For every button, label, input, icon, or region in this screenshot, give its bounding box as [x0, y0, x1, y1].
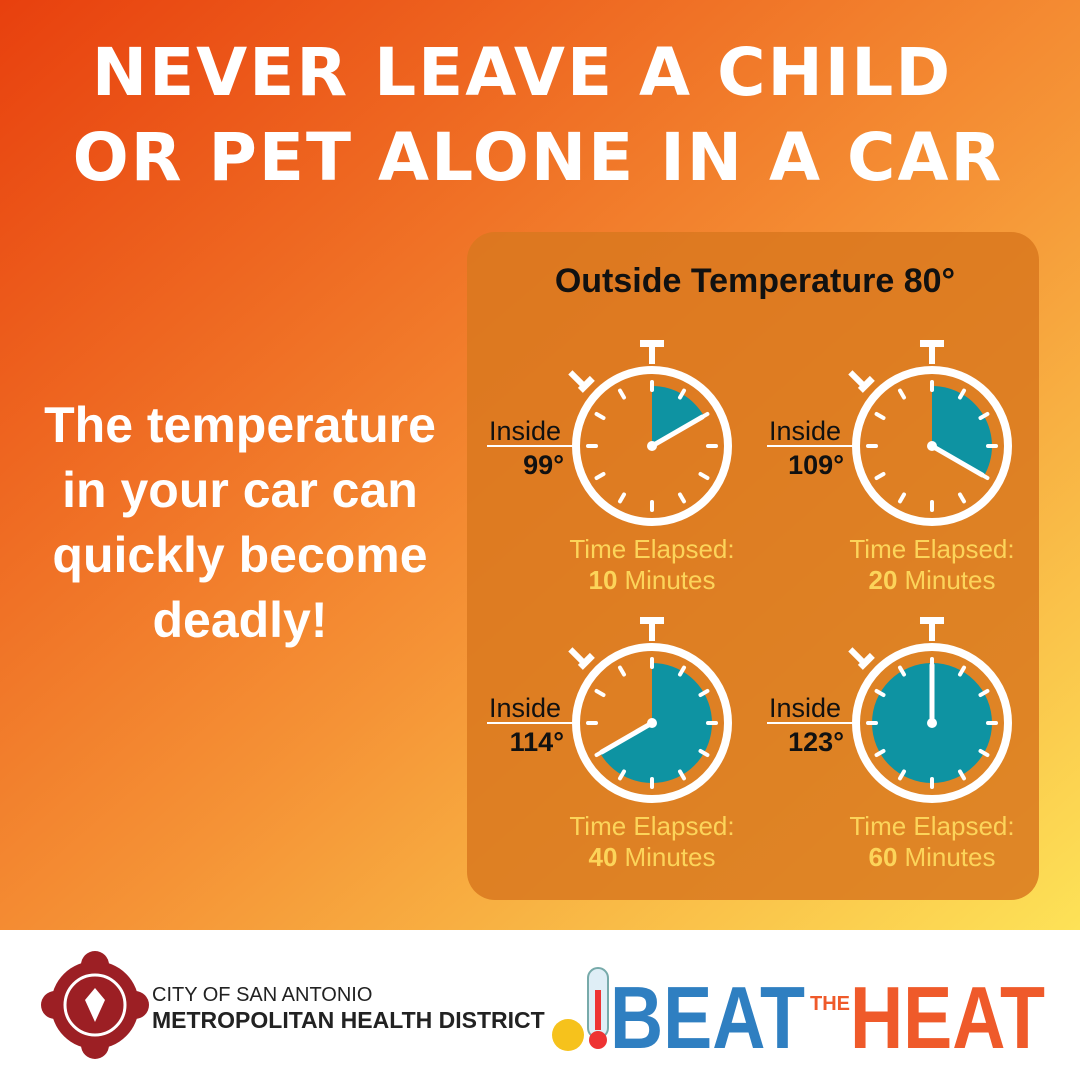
elapsed-time: 60 Minutes: [869, 842, 996, 872]
dial: [852, 643, 1012, 803]
side-button: [568, 647, 589, 668]
hand: [927, 442, 985, 478]
side-button: [848, 370, 869, 391]
dial-tick: [678, 769, 686, 781]
dial-tick: [958, 492, 966, 504]
hand: [599, 719, 657, 755]
dial: [572, 643, 732, 803]
crown-stem: [929, 619, 935, 641]
dial-tick: [594, 689, 606, 697]
elapsed-unit: Minutes: [904, 842, 995, 872]
dial-tick: [874, 472, 886, 480]
dial-tick: [978, 412, 990, 420]
inside-temp: 123°: [788, 727, 844, 757]
dial-tick: [618, 665, 626, 677]
dial-tick: [874, 689, 886, 697]
dial-tick: [978, 749, 990, 757]
org-line: METROPOLITAN HEALTH DISTRICT: [152, 1007, 545, 1033]
message-line: in your car can: [62, 462, 418, 518]
hand-pivot: [647, 718, 657, 728]
hand: [647, 414, 705, 450]
elapsed-minutes: 10: [589, 565, 618, 595]
elapsed-time: 10 Minutes: [589, 565, 716, 595]
message-line: quickly become: [52, 527, 427, 583]
elapsed-label: Time Elapsed:: [849, 811, 1014, 841]
dial-tick: [874, 749, 886, 757]
campaign-word: THE: [810, 993, 850, 1015]
dial-tick: [978, 689, 990, 697]
dial-tick: [698, 689, 710, 697]
elapsed-time: 20 Minutes: [869, 565, 996, 595]
hand-pivot: [927, 718, 937, 728]
dial-tick: [618, 492, 626, 504]
elapsed-time: 40 Minutes: [589, 842, 716, 872]
dial: [852, 366, 1012, 526]
dial-tick: [898, 492, 906, 504]
crown-stem: [649, 619, 655, 641]
inside-temp: 114°: [510, 727, 564, 757]
thermometer-icon: [552, 967, 609, 1051]
elapsed-minutes: 20: [869, 565, 898, 595]
dial-tick: [618, 769, 626, 781]
footer: [0, 930, 1080, 1080]
title-line: OR PET ALONE IN A CAR: [73, 119, 1004, 196]
elapsed-label: Time Elapsed:: [849, 534, 1014, 564]
dial-tick: [678, 492, 686, 504]
elapsed-unit: Minutes: [624, 565, 715, 595]
elapsed-minutes: 60: [869, 842, 898, 872]
elapsed-unit: Minutes: [624, 842, 715, 872]
dial-tick: [618, 388, 626, 400]
dial-tick: [594, 412, 606, 420]
inside-temp: 99°: [523, 450, 564, 480]
side-button: [568, 370, 589, 391]
panel-heading: Outside Temperature 80°: [555, 262, 955, 300]
dial-tick: [678, 388, 686, 400]
crown-stem: [929, 342, 935, 364]
inside-temp: 109°: [788, 450, 844, 480]
elapsed-unit: Minutes: [904, 565, 995, 595]
dial-tick: [958, 665, 966, 677]
title-line: NEVER LEAVE A CHILD: [92, 34, 952, 111]
dial-tick: [958, 388, 966, 400]
dial-tick: [698, 472, 710, 480]
org-line: CITY OF SAN ANTONIO: [152, 984, 372, 1006]
elapsed-minutes: 40: [589, 842, 618, 872]
dial-tick: [698, 749, 710, 757]
dial-tick: [874, 412, 886, 420]
elapsed-label: Time Elapsed:: [569, 534, 734, 564]
dial-tick: [898, 388, 906, 400]
inside-label: Inside: [489, 416, 561, 446]
hand-pivot: [927, 441, 937, 451]
campaign-word: HEAT: [850, 968, 1045, 1067]
inside-label: Inside: [769, 693, 841, 723]
dial-tick: [898, 665, 906, 677]
dial-tick: [678, 665, 686, 677]
inside-label: Inside: [489, 693, 561, 723]
campaign-word: BEAT: [610, 968, 805, 1067]
elapsed-wedge: [652, 386, 704, 446]
logo: [41, 951, 149, 1059]
dial-tick: [594, 472, 606, 480]
message-line: deadly!: [152, 592, 327, 648]
inside-label: Inside: [769, 416, 841, 446]
elapsed-label: Time Elapsed:: [569, 811, 734, 841]
side-button: [848, 647, 869, 668]
dial-tick: [898, 769, 906, 781]
dial-tick: [958, 769, 966, 781]
message-line: The temperature: [44, 397, 436, 453]
dial: [572, 366, 732, 526]
hand-pivot: [647, 441, 657, 451]
crown-stem: [649, 342, 655, 364]
